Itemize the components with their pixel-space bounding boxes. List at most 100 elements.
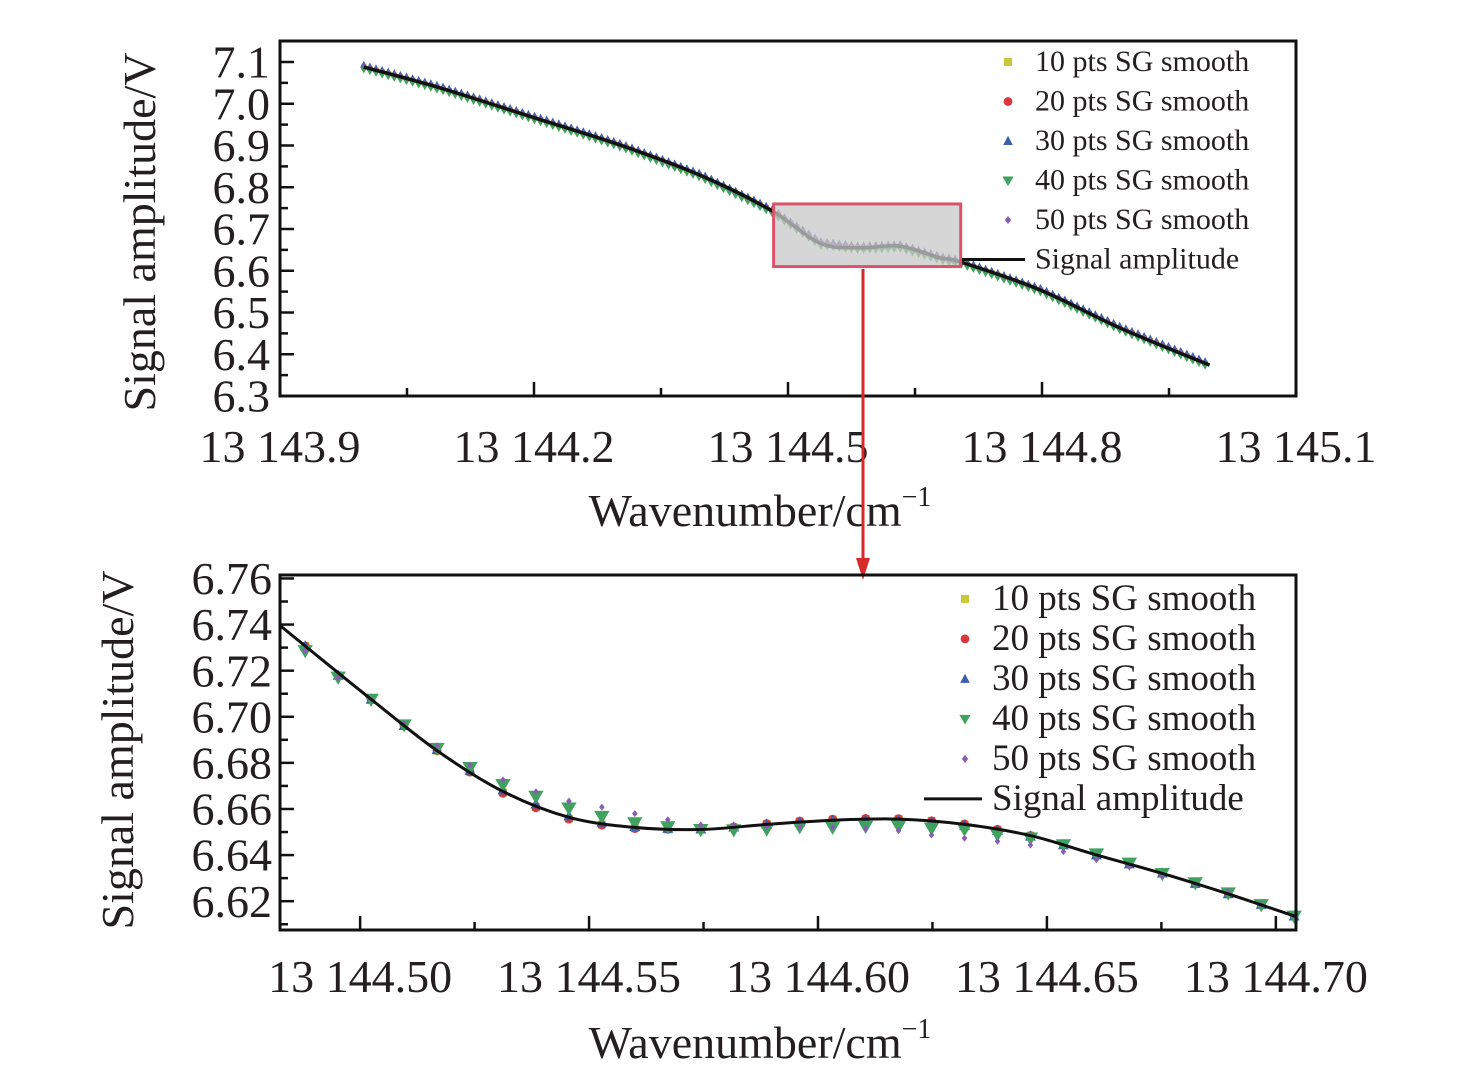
zoom-region-box (772, 202, 963, 269)
bottom-y-tick-label: 6.76 (192, 553, 273, 604)
top-y-tick-label: 7.1 (213, 37, 271, 88)
bottom-chart: 13 144.50 13 144.55 13 144.60 13 144.65 13 1… (92, 553, 1368, 1068)
top-legend-item: 30 pts SG smooth (1003, 124, 1249, 157)
top-legend: 10 pts SG smooth 20 pts SG smooth 30 pts S… (962, 45, 1249, 276)
top-x-axis-title: Wavenumber/cm−1 (589, 482, 932, 536)
bottom-marker-triangle-down (528, 790, 544, 804)
bottom-legend-label: 40 pts SG smooth (992, 698, 1257, 739)
top-x-axis-title-text: Wavenumber/cm (589, 485, 902, 536)
bottom-y-tick-label: 6.68 (192, 738, 273, 789)
bottom-x-axis-title-sup: −1 (902, 1014, 932, 1045)
bottom-legend-item: 10 pts SG smooth (961, 578, 1257, 619)
zoom-arrow-head (856, 558, 870, 580)
bottom-legend-label: 50 pts SG smooth (992, 738, 1257, 779)
bottom-marker-diamond (599, 803, 605, 811)
bottom-marker-diamond (434, 742, 440, 750)
bottom-marker-diamond (796, 823, 803, 831)
bottom-y-ticks: 6.626.646.666.686.706.726.746.76 (192, 553, 294, 927)
bottom-marker-diamond (829, 823, 836, 831)
top-legend-marker-triangle-up (1003, 135, 1013, 145)
bottom-marker-diamond (1093, 856, 1100, 864)
top-x-tick-label: 13 143.9 (200, 421, 361, 472)
top-legend-label: 10 pts SG smooth (1035, 45, 1249, 78)
bottom-marker-triangle-down (660, 821, 676, 835)
bottom-legend-marker-square (961, 594, 969, 603)
bottom-legend-item: Signal amplitude (924, 778, 1244, 819)
top-y-tick-label: 6.6 (213, 245, 271, 296)
bottom-marker-triangle-down (627, 817, 643, 831)
top-y-tick-label: 6.7 (213, 204, 271, 255)
bottom-marker-diamond (665, 816, 671, 824)
bottom-x-tick-label: 13 144.55 (497, 951, 681, 1002)
bottom-y-tick-label: 6.70 (192, 691, 273, 742)
bottom-marker-diamond (961, 834, 968, 842)
bottom-marker-diamond (994, 837, 1001, 845)
top-legend-label: 50 pts SG smooth (1035, 203, 1249, 236)
top-x-tick-label: 13 144.2 (454, 421, 615, 472)
bottom-x-tick-label: 13 144.50 (268, 951, 452, 1002)
top-legend-marker-circle (1003, 97, 1013, 106)
bottom-plot-frame (278, 573, 1298, 932)
bottom-legend-marker-circle (960, 634, 970, 644)
bottom-legend-label: 10 pts SG smooth (992, 578, 1257, 619)
bottom-y-tick-label: 6.72 (192, 645, 273, 696)
bottom-marker-diamond (1027, 841, 1034, 849)
bottom-legend-item: 30 pts SG smooth (960, 658, 1257, 699)
bottom-marker-diamond (862, 825, 869, 833)
bottom-legend-label: Signal amplitude (992, 778, 1244, 819)
top-y-ticks: 6.36.46.56.66.76.86.97.07.1 (213, 37, 294, 422)
bottom-legend-item: 20 pts SG smooth (960, 618, 1257, 659)
top-y-axis-title: Signal amplitude/V (114, 52, 165, 411)
bottom-marker-diamond (632, 810, 638, 818)
bottom-x-axis-title-text: Wavenumber/cm (589, 1017, 902, 1068)
bottom-marker-triangle-down (495, 779, 511, 793)
bottom-markers (297, 640, 1302, 924)
bottom-legend-item: 50 pts SG smooth (961, 738, 1257, 779)
top-x-axis-title-sup: −1 (902, 482, 932, 513)
bottom-marker-triangle-down (923, 822, 940, 836)
top-legend-item: 40 pts SG smooth (1002, 164, 1249, 197)
top-legend-item: 10 pts SG smooth (1004, 45, 1249, 78)
top-y-tick-label: 6.5 (213, 287, 271, 338)
bottom-x-axis-title: Wavenumber/cm−1 (589, 1014, 932, 1068)
bottom-marker-diamond (1060, 848, 1067, 856)
bottom-marker-diamond (697, 821, 704, 829)
bottom-marker-diamond (895, 827, 902, 835)
top-legend-label: 40 pts SG smooth (1035, 164, 1249, 197)
bottom-x-tick-label: 13 144.70 (1184, 951, 1368, 1002)
top-legend-label: 30 pts SG smooth (1035, 124, 1249, 157)
bottom-marker-triangle-down (989, 828, 1006, 843)
top-legend-item: 50 pts SG smooth (1004, 203, 1249, 236)
bottom-marker-triangle-down (594, 810, 610, 825)
top-y-tick-label: 6.9 (213, 120, 271, 171)
bottom-x-tick-label: 13 144.60 (726, 951, 910, 1002)
bottom-x-tick-label: 13 144.65 (955, 951, 1139, 1002)
bottom-marker-diamond (500, 776, 506, 784)
top-y-tick-label: 7.0 (213, 78, 271, 129)
bottom-marker-triangle-down (561, 802, 577, 816)
top-x-tick-label: 13 145.1 (1216, 421, 1377, 472)
bottom-marker-diamond (533, 788, 539, 796)
bottom-legend-marker-triangle-down (959, 714, 971, 725)
top-legend-marker-triangle-down (1002, 176, 1014, 187)
top-x-tick-label: 13 144.5 (708, 421, 869, 472)
bottom-legend-marker-triangle-up (960, 673, 970, 683)
top-legend-label: Signal amplitude (1035, 243, 1239, 276)
bottom-signal-amplitude-line (279, 624, 1297, 919)
top-y-tick-label: 6.8 (213, 162, 271, 213)
top-chart: 13 143.9 13 144.2 13 144.5 13 144.8 13 145.1… (114, 37, 1377, 536)
top-legend-marker-square (1004, 58, 1012, 66)
bottom-marker-diamond (467, 761, 473, 769)
top-x-tick-label: 13 144.8 (962, 421, 1123, 472)
bottom-y-tick-label: 6.62 (192, 876, 273, 927)
bottom-y-tick-label: 6.74 (192, 599, 273, 650)
bottom-x-ticks: 13 144.50 13 144.55 13 144.60 13 144.65 13 1… (268, 916, 1368, 1002)
bottom-legend-label: 20 pts SG smooth (992, 618, 1257, 659)
top-legend-item: Signal amplitude (962, 243, 1239, 276)
bottom-marker-diamond (335, 674, 341, 682)
top-legend-item: 20 pts SG smooth (1003, 85, 1249, 118)
bottom-marker-diamond (928, 831, 935, 839)
bottom-marker-triangle-down (890, 820, 907, 834)
